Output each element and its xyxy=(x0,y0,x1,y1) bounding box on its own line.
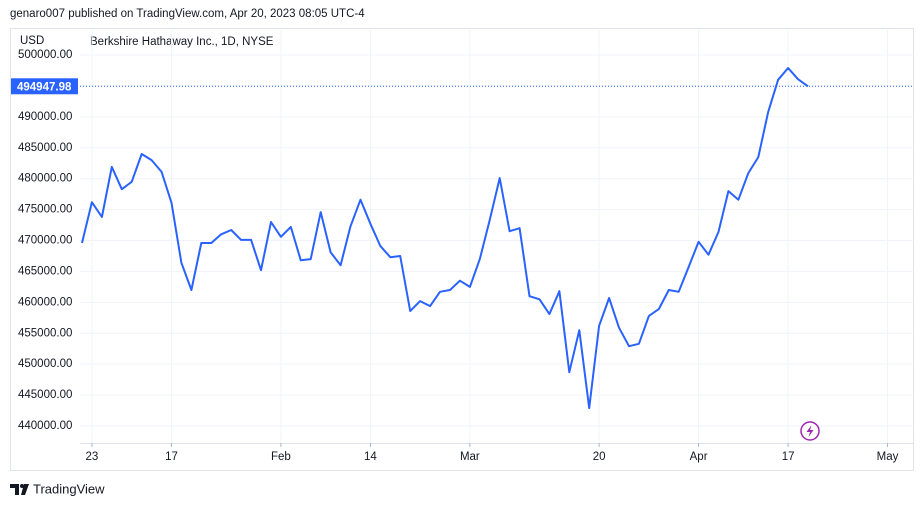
x-tick-label: 17 xyxy=(165,451,178,463)
y-tick-label: 485000.00 xyxy=(18,142,72,154)
brand-name[interactable]: TradingView xyxy=(33,481,105,496)
lightning-icon[interactable] xyxy=(800,421,820,441)
y-tick-label: 475000.00 xyxy=(18,204,72,216)
tradingview-logo[interactable] xyxy=(10,484,29,495)
x-tick-label: May xyxy=(877,451,899,463)
y-tick-label: 460000.00 xyxy=(18,296,72,308)
chart-title: Berkshire Hathaway Inc., 1D, NYSE xyxy=(90,36,274,48)
x-tick-label: 14 xyxy=(364,451,377,463)
y-tick-label: 490000.00 xyxy=(18,111,72,123)
x-tick-label: 23 xyxy=(86,451,99,463)
last-price-box xyxy=(11,78,78,95)
last-price-label: 494947.98 xyxy=(17,81,72,93)
x-tick-label: Feb xyxy=(271,451,291,463)
y-tick-label: 470000.00 xyxy=(18,235,72,247)
publish-info: genaro007 published on TradingView.com, … xyxy=(10,8,365,20)
y-tick-label: 480000.00 xyxy=(18,173,72,185)
y-tick-label: 440000.00 xyxy=(18,420,72,432)
y-tick-label: 465000.00 xyxy=(18,265,72,277)
chart-frame xyxy=(10,28,914,471)
x-tick-label: Apr xyxy=(690,451,708,463)
y-tick-label: 445000.00 xyxy=(18,389,72,401)
x-tick-label: Mar xyxy=(460,451,480,463)
x-tick-label: 20 xyxy=(593,451,606,463)
x-tick-label: 17 xyxy=(782,451,795,463)
price-line xyxy=(81,67,809,410)
y-tick-label: 500000.00 xyxy=(18,49,72,61)
y-tick-label: 450000.00 xyxy=(18,358,72,370)
y-tick-label: 455000.00 xyxy=(18,327,72,339)
currency-label: USD xyxy=(20,35,44,47)
